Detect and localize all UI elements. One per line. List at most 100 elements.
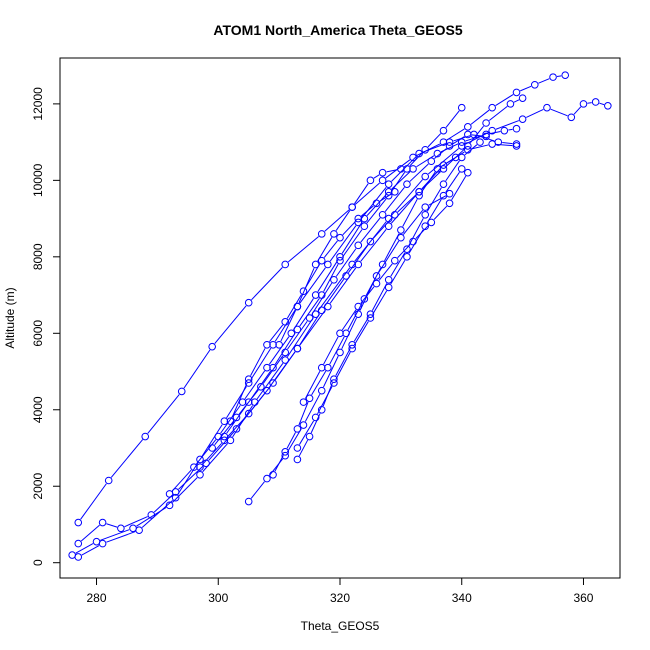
data-point	[177, 387, 186, 396]
series-segment	[250, 348, 266, 376]
data-point	[421, 145, 430, 154]
series-segment	[390, 179, 423, 216]
data-point	[263, 363, 271, 372]
data-point	[421, 210, 430, 219]
x-tick-label: 300	[208, 591, 228, 605]
data-point	[378, 176, 387, 185]
data-point	[372, 272, 381, 280]
data-point	[403, 180, 411, 188]
data-point	[372, 279, 381, 288]
data-point	[220, 436, 229, 445]
x-axis-label: Theta_GEOS5	[301, 619, 380, 633]
series-segment	[446, 128, 465, 141]
data-point	[196, 455, 204, 464]
data-point	[433, 165, 442, 173]
data-point	[293, 444, 302, 452]
data-point	[561, 71, 570, 80]
data-point	[512, 140, 521, 148]
series-segment	[341, 229, 363, 258]
series-segment	[298, 401, 309, 426]
y-tick-label: 10000	[31, 163, 45, 197]
plot-frame	[59, 57, 621, 579]
data-point	[165, 501, 174, 510]
x-tick-label: 360	[573, 591, 593, 605]
data-point	[409, 237, 417, 246]
series-segment	[556, 75, 562, 77]
series-segment	[304, 371, 321, 399]
series-segment	[526, 108, 544, 118]
series-segment	[238, 389, 259, 415]
data-point	[482, 132, 490, 141]
series-segment	[451, 175, 467, 201]
data-point	[403, 253, 411, 261]
series-segment	[347, 244, 369, 273]
series-segment	[110, 439, 144, 478]
data-point	[293, 325, 302, 334]
data-point	[190, 463, 198, 471]
series-segment	[422, 143, 446, 153]
data-point	[500, 126, 509, 135]
data-point	[549, 73, 557, 81]
series-segment	[262, 355, 284, 384]
data-point	[281, 260, 290, 269]
data-point	[330, 379, 338, 387]
series-segment	[434, 148, 447, 160]
data-point	[74, 518, 83, 527]
series-segment	[287, 317, 314, 358]
data-point	[427, 157, 436, 166]
series-segment	[550, 108, 568, 117]
data-point	[464, 130, 472, 139]
series-segment	[427, 148, 459, 175]
series-segment	[464, 144, 478, 156]
data-point	[384, 191, 393, 200]
data-point	[165, 490, 174, 498]
data-point	[305, 394, 314, 403]
series-segment	[80, 524, 100, 542]
data-point	[372, 199, 381, 208]
chart-title: ATOM1 North_America Theta_GEOS5	[213, 22, 462, 38]
data-point	[232, 413, 241, 422]
series-segment	[317, 259, 339, 292]
series-segment	[274, 332, 296, 365]
data-point	[439, 126, 448, 135]
data-point	[171, 493, 180, 502]
series-segment	[502, 142, 513, 145]
series-segment	[226, 405, 247, 434]
series-segment	[317, 386, 333, 415]
series-segment	[305, 263, 321, 289]
series-segment	[378, 263, 393, 281]
data-point	[281, 356, 290, 364]
series-segment	[440, 159, 453, 168]
data-point	[98, 518, 107, 527]
y-tick-label: 6000	[31, 320, 45, 347]
series-segment	[446, 148, 466, 167]
data-point	[457, 165, 466, 173]
data-point	[305, 314, 314, 322]
data-point	[244, 298, 253, 307]
data-point	[220, 432, 229, 441]
series-segment	[471, 134, 483, 137]
profile-series	[68, 98, 612, 559]
series-segment	[106, 523, 118, 528]
data-point	[488, 126, 496, 135]
data-point	[421, 203, 430, 211]
data-point	[476, 138, 484, 146]
data-point	[257, 383, 265, 391]
series-segment	[286, 428, 302, 453]
data-point	[98, 539, 107, 548]
axis-layer: 280 300 320 340 360 0 2000 4000 6000 8000 10000 120…	[31, 87, 594, 605]
series-segment	[508, 128, 513, 131]
series-segment	[147, 394, 180, 434]
data-point	[567, 113, 576, 122]
series-segment	[335, 351, 351, 380]
data-point	[275, 340, 283, 349]
series-segment	[409, 163, 429, 182]
series-segment	[420, 171, 436, 193]
data-point	[317, 291, 326, 299]
data-point	[457, 142, 466, 150]
data-point	[427, 218, 436, 227]
data-point	[269, 340, 277, 349]
series-segment	[250, 347, 272, 380]
data-point	[378, 210, 387, 219]
series-segment	[397, 244, 411, 259]
